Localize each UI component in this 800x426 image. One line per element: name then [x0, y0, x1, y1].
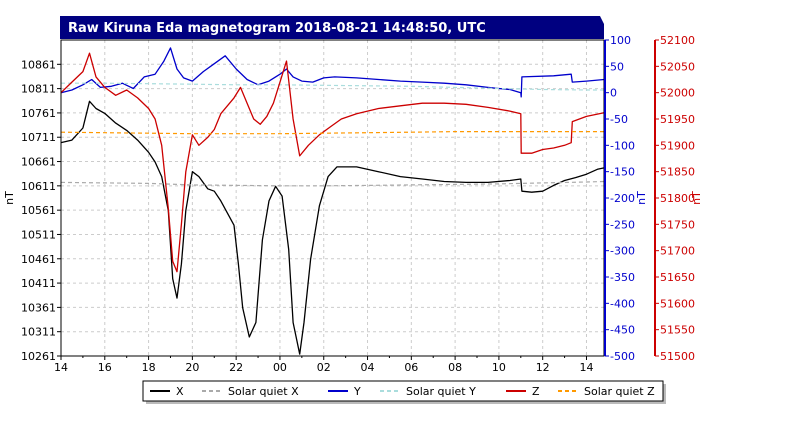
plot-area — [61, 40, 604, 356]
right2-tick-label: 51900 — [660, 139, 695, 152]
left-tick-label: 10611 — [21, 180, 56, 193]
left-tick-label: 10311 — [21, 326, 56, 339]
legend-label: Solar quiet Z — [584, 385, 655, 398]
right1-tick-label: -450 — [610, 324, 635, 337]
left-tick-label: 10661 — [21, 156, 56, 169]
x-tick-label: 06 — [404, 361, 418, 374]
right2-tick-label: 51550 — [660, 324, 695, 337]
x-tick-label: 04 — [361, 361, 375, 374]
right2-tick-label: 52050 — [660, 60, 695, 73]
x-tick-label: 14 — [579, 361, 593, 374]
legend: X Solar quiet X Y Solar quiet Y Z Solar quiet… — [150, 385, 655, 398]
left-tick-label: 10811 — [21, 83, 56, 96]
right2-tick-label: 51850 — [660, 166, 695, 179]
right1-tick-label: -500 — [610, 350, 635, 363]
right2-tick-label: 51950 — [660, 113, 695, 126]
left-axis-label: nT — [3, 191, 16, 205]
x-tick-label: 18 — [142, 361, 156, 374]
left-tick-label: 10411 — [21, 277, 56, 290]
x-tick-label: 02 — [317, 361, 331, 374]
series-solar-quiet-z — [60, 131, 604, 135]
right1-tick-label: -300 — [610, 245, 635, 258]
right2-tick-label: 51650 — [660, 271, 695, 284]
left-tick-label: 10361 — [21, 301, 56, 314]
right2-tick-label: 51700 — [660, 245, 695, 258]
x-axis: 14 16 18 20 22 00 02 04 06 08 10 12 14 — [54, 356, 593, 374]
left-tick-label: 10511 — [21, 228, 56, 241]
right2-tick-label: 51800 — [660, 192, 695, 205]
series-x — [60, 100, 605, 355]
right1-tick-label: -50 — [610, 113, 628, 126]
legend-label: Y — [353, 385, 361, 398]
right-axis-y-label: nT — [635, 191, 648, 205]
legend-box — [142, 380, 664, 402]
right2-tick-label: 52100 — [660, 34, 695, 47]
right1-tick-label: 0 — [610, 87, 617, 100]
right1-tick-label: -100 — [610, 139, 635, 152]
right-axis-z: 51500 51550 51600 51650 51700 51750 51800 51850… — [654, 34, 695, 363]
title-banner — [60, 16, 604, 39]
left-tick-label: 10261 — [21, 350, 56, 363]
right1-tick-label: -250 — [610, 218, 635, 231]
right1-tick-label: -200 — [610, 192, 635, 205]
right-axis-z-label: nT — [690, 191, 703, 205]
x-tick-label: 00 — [273, 361, 287, 374]
series-solar-quiet-y — [61, 82, 604, 91]
right1-tick-label: 100 — [610, 34, 631, 47]
legend-label: X — [176, 385, 184, 398]
right1-tick-label: 50 — [610, 60, 624, 73]
right1-tick-label: -350 — [610, 271, 635, 284]
right1-tick-label: -150 — [610, 166, 635, 179]
x-tick-label: 10 — [492, 361, 506, 374]
legend-label: Solar quiet Y — [406, 385, 476, 398]
left-tick-label: 10861 — [21, 58, 56, 71]
x-tick-label: 08 — [448, 361, 462, 374]
left-tick-label: 10561 — [21, 204, 56, 217]
series-layer — [60, 47, 605, 355]
right2-tick-label: 52000 — [660, 87, 695, 100]
right1-tick-label: -400 — [610, 297, 635, 310]
right2-tick-label: 51500 — [660, 350, 695, 363]
x-tick-label: 20 — [185, 361, 199, 374]
x-tick-label: 12 — [536, 361, 550, 374]
left-tick-label: 10711 — [21, 131, 56, 144]
right-axis-y: -500-450-400-350-300-250-200-150-100-500… — [604, 34, 635, 363]
right2-tick-label: 51750 — [660, 218, 695, 231]
left-tick-label: 10761 — [21, 107, 56, 120]
legend-label: Solar quiet X — [228, 385, 299, 398]
legend-label: Z — [532, 385, 540, 398]
right2-tick-label: 51600 — [660, 297, 695, 310]
chart-title: Raw Kiruna Eda magnetogram 2018-08-21 14… — [68, 21, 486, 36]
x-tick-label: 16 — [98, 361, 112, 374]
grid — [61, 40, 604, 356]
series-solar-quiet-x — [60, 180, 605, 187]
x-tick-label: 22 — [229, 361, 243, 374]
x-tick-label: 14 — [54, 361, 68, 374]
left-axis: 10261 10311 10361 10411 10461 10511 10561 10611… — [21, 58, 61, 363]
left-tick-label: 10461 — [21, 253, 56, 266]
series-z — [60, 52, 605, 273]
